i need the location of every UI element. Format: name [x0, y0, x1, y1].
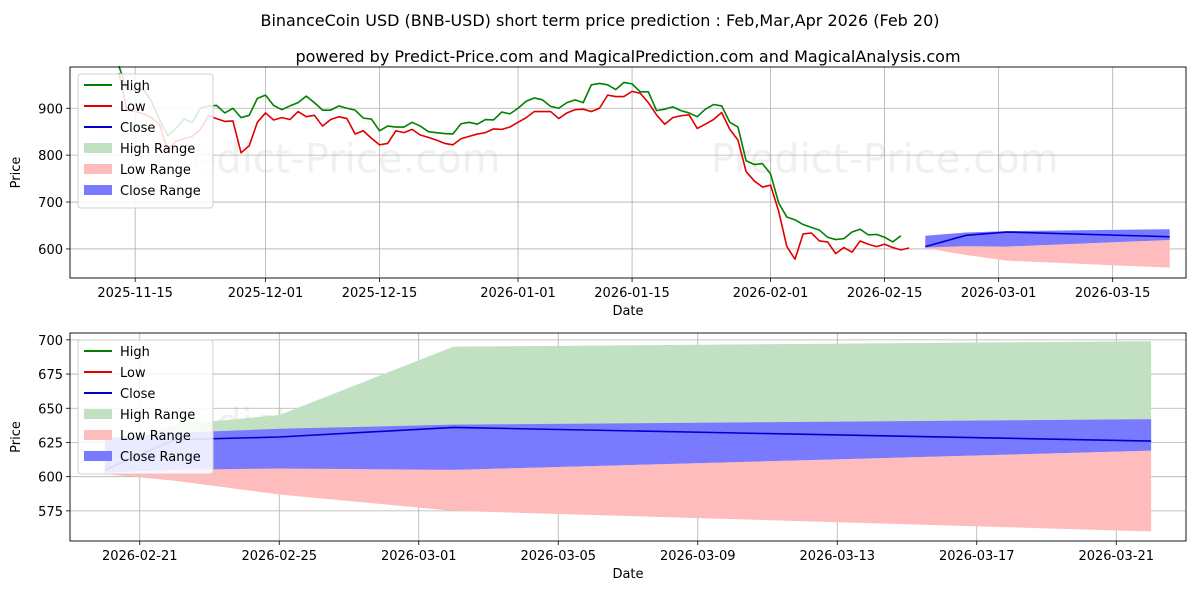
legend-label-2: Close — [120, 387, 155, 402]
legend-swatch-5 — [84, 185, 112, 195]
y-tick-label: 900 — [38, 102, 63, 117]
legend-label-3: High Range — [120, 408, 195, 423]
plot-frame — [69, 332, 1187, 542]
x-tick-label: 2026-01-15 — [594, 286, 670, 301]
legend-swatch-4 — [84, 430, 112, 440]
x-tick-label: 2026-01-01 — [480, 286, 556, 301]
x-tick-label: 2025-12-01 — [228, 286, 304, 301]
x-axis-label: Date — [612, 304, 643, 319]
low-range-band — [104, 449, 1152, 532]
x-tick-label: 2026-02-01 — [733, 286, 809, 301]
high-series-line — [118, 65, 902, 243]
y-tick-label: 625 — [38, 436, 63, 451]
legend-swatch-3 — [84, 143, 112, 153]
legend-label-2: Close — [120, 121, 155, 136]
y-axis-label: Price — [9, 157, 24, 189]
y-tick-label: 675 — [38, 368, 63, 383]
x-tick-label: 2026-03-15 — [1075, 286, 1151, 301]
legend-label-5: Close Range — [120, 450, 201, 465]
legend-label-4: Low Range — [120, 163, 191, 178]
legend-label-1: Low — [120, 100, 146, 115]
legend-label-5: Close Range — [120, 184, 201, 199]
x-tick-label: 2026-03-09 — [660, 549, 736, 564]
legend-label-4: Low Range — [120, 429, 191, 444]
y-tick-label: 650 — [38, 402, 63, 417]
x-tick-label: 2025-12-15 — [342, 286, 418, 301]
y-tick-label: 800 — [38, 149, 63, 164]
low-range-band — [925, 239, 1170, 268]
close-series-line — [925, 231, 1170, 248]
legend-label-0: High — [120, 345, 150, 360]
legend-label-1: Low — [120, 366, 146, 381]
legend-swatch-4 — [84, 164, 112, 174]
y-tick-label: 700 — [38, 196, 63, 211]
x-tick-label: 2026-02-21 — [102, 549, 178, 564]
history-panel: Predict-Price.com Predict-Price.com2025-1… — [9, 65, 1187, 319]
legend-swatch-5 — [84, 451, 112, 461]
chart-title: BinanceCoin USD (BNB-USD) short term pri… — [260, 11, 939, 30]
legend: High Low Close High Range Low Range Close Ran… — [77, 339, 214, 475]
legend-box — [77, 73, 214, 209]
legend-swatch-3 — [84, 409, 112, 419]
plot-frame — [69, 66, 1187, 279]
legend-box — [77, 339, 214, 475]
legend: High Low Close High Range Low Range Close Ran… — [77, 73, 214, 209]
y-tick-label: 700 — [38, 334, 63, 349]
x-tick-label: 2026-03-13 — [799, 549, 875, 564]
legend-label-3: High Range — [120, 142, 195, 157]
x-tick-label: 2026-03-17 — [939, 549, 1015, 564]
x-tick-label: 2026-02-25 — [241, 549, 317, 564]
x-tick-label: 2026-03-01 — [381, 549, 457, 564]
y-tick-label: 600 — [38, 471, 63, 486]
y-tick-label: 575 — [38, 505, 63, 520]
x-tick-label: 2026-03-21 — [1078, 549, 1154, 564]
chart-subtitle: powered by Predict-Price.com and Magical… — [295, 47, 960, 66]
x-tick-label: 2026-03-01 — [961, 286, 1037, 301]
low-series-line — [118, 72, 910, 261]
y-axis-label: Price — [9, 421, 24, 453]
x-axis-label: Date — [612, 567, 643, 582]
x-tick-label: 2026-03-05 — [520, 549, 596, 564]
forecast-panel: Predict-Price.comPredict-Price.com2026-0… — [9, 332, 1187, 582]
y-tick-label: 600 — [38, 243, 63, 258]
legend-label-0: High — [120, 79, 150, 94]
x-tick-label: 2025-11-15 — [97, 286, 173, 301]
x-tick-label: 2026-02-15 — [847, 286, 923, 301]
